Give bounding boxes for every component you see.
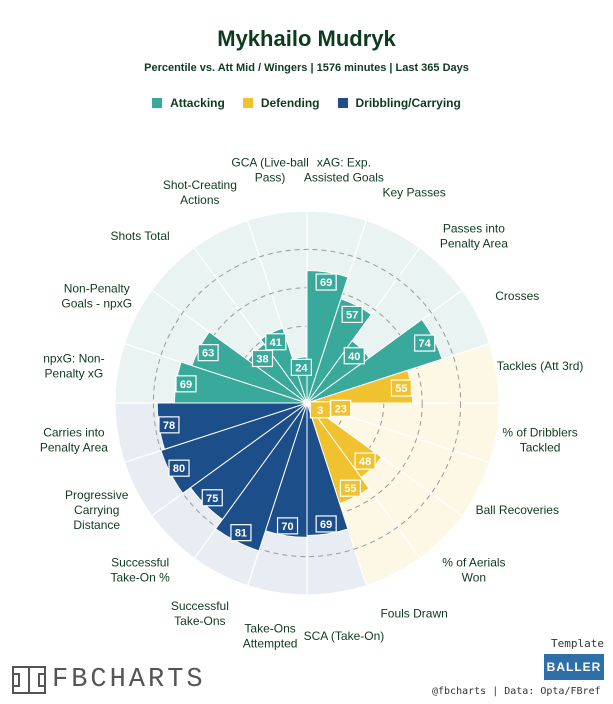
svg-text:69: 69 <box>320 519 332 531</box>
value-label-sca-take-on: 69 <box>315 515 337 533</box>
value-label-carries-into-penalty-area: 78 <box>158 416 180 434</box>
category-label-key-passes: Key Passes <box>382 186 445 200</box>
chart-title: Mykhailo Mudryk <box>217 26 396 51</box>
value-label-shot-creating-actions: 41 <box>265 333 287 351</box>
value-label-key-passes: 57 <box>341 305 363 323</box>
category-label-tackles-att-3rd: Tackles (Att 3rd) <box>497 359 584 373</box>
value-label-tackles-att-3rd: 55 <box>390 379 413 397</box>
legend-swatch-attacking <box>152 98 163 108</box>
value-label-take-ons-attempted: 70 <box>276 517 299 535</box>
sector-bg-gca-live-ball-pass <box>246 210 308 404</box>
category-label-take-ons-attempted: Take-Ons Attempted <box>243 622 298 651</box>
value-label-progressive-carrying-distance: 80 <box>168 459 190 477</box>
grid-circle-4 <box>152 248 462 558</box>
legend-item-defending: Defending <box>242 96 320 110</box>
svg-text:80: 80 <box>173 463 185 475</box>
svg-text:57: 57 <box>346 309 358 321</box>
category-label-xag-exp-assisted-goals: xAG: Exp. Assisted Goals <box>304 155 384 184</box>
category-label-carries-into-penalty-area: Carries into Penalty Area <box>40 425 108 454</box>
category-label-of-dribblers-tackled: % of Dribblers Tackled <box>502 425 577 454</box>
svg-text:69: 69 <box>180 379 192 391</box>
category-label-non-penalty-goals-npxg: Non-Penalty Goals - npxG <box>61 281 132 310</box>
bar-xag-exp-assisted-goals <box>306 270 349 404</box>
legend-label-defending: Defending <box>260 96 320 110</box>
category-label-shot-creating-actions: Shot-Creating Actions <box>163 178 237 207</box>
legend-label-dribbling: Dribbling/Carrying <box>355 96 461 110</box>
value-label-xag-exp-assisted-goals: 69 <box>315 273 337 291</box>
category-label-of-aerials-won: % of Aerials Won <box>442 555 505 584</box>
svg-text:38: 38 <box>256 353 268 365</box>
value-label-ball-recoveries: 3 <box>309 401 331 419</box>
chart-subtitle: Percentile vs. Att Mid / Wingers | 1576 … <box>144 62 469 74</box>
legend-swatch-dribbling <box>337 98 348 108</box>
value-label-of-aerials-won: 48 <box>354 452 376 470</box>
legend-swatch-defending <box>242 98 253 108</box>
category-label-fouls-drawn: Fouls Drawn <box>380 606 447 620</box>
template-badge: BALLER <box>544 654 604 680</box>
svg-text:41: 41 <box>270 337 282 349</box>
svg-text:81: 81 <box>235 528 247 540</box>
category-label-npxg-non-penalty-xg: npxG: Non-Penalty xG <box>43 352 104 381</box>
category-label-gca-live-ball-pass: GCA (Live-ball Pass) <box>231 155 308 184</box>
legend-label-attacking: Attacking <box>170 96 225 110</box>
svg-text:75: 75 <box>206 493 218 505</box>
svg-text:3: 3 <box>317 405 323 417</box>
category-label-crosses: Crosses <box>495 289 539 303</box>
svg-text:70: 70 <box>281 521 293 533</box>
legend-item-dribbling: Dribbling/Carrying <box>337 96 461 110</box>
category-label-ball-recoveries: Ball Recoveries <box>476 503 559 517</box>
value-label-shots-total: 38 <box>251 349 274 368</box>
svg-text:74: 74 <box>419 338 432 350</box>
value-label-non-penalty-goals-npxg: 63 <box>197 344 219 362</box>
value-label-npxg-non-penalty-xg: 69 <box>175 375 197 393</box>
value-label-fouls-drawn: 55 <box>339 479 361 497</box>
pitch-icon <box>12 666 46 694</box>
bar-key-passes <box>306 298 373 404</box>
value-label-passes-into-penalty-area: 40 <box>343 347 365 365</box>
value-label-crosses: 74 <box>414 334 436 352</box>
value-label-successful-take-ons: 81 <box>230 524 252 542</box>
svg-text:55: 55 <box>395 383 407 395</box>
svg-text:23: 23 <box>335 403 347 415</box>
template-label: Template <box>551 637 604 650</box>
svg-text:55: 55 <box>344 483 356 495</box>
fbcharts-logo: FBCHARTS <box>12 665 206 695</box>
category-label-successful-take-on: Successful Take-On % <box>110 555 170 584</box>
svg-text:78: 78 <box>163 420 175 432</box>
bar-successful-take-ons <box>214 402 308 552</box>
logo-text: FBCHARTS <box>52 665 206 695</box>
category-label-progressive-carrying-distance: Progressive Carrying Distance <box>65 488 129 532</box>
credits: @fbcharts | Data: Opta/FBref <box>432 686 601 697</box>
legend: Attacking Defending Dribbling/Carrying <box>0 96 613 110</box>
value-label-gca-live-ball-pass: 24 <box>290 358 312 376</box>
svg-text:48: 48 <box>359 456 371 468</box>
category-label-sca-take-on: SCA (Take-On) <box>304 629 385 643</box>
svg-text:24: 24 <box>295 362 308 374</box>
value-label-of-dribblers-tackled: 23 <box>330 399 352 417</box>
category-labels: xAG: Exp. Assisted Goals Key Passes Passes … <box>40 155 584 650</box>
category-label-successful-take-ons: Successful Take-Ons <box>171 599 229 628</box>
category-label-shots-total: Shots Total <box>111 229 170 243</box>
svg-text:40: 40 <box>348 351 360 363</box>
legend-item-attacking: Attacking <box>152 96 225 110</box>
value-label-successful-take-on: 75 <box>201 489 223 507</box>
svg-text:63: 63 <box>202 348 214 360</box>
category-label-passes-into-penalty-area: Passes into Penalty Area <box>440 222 508 251</box>
svg-text:69: 69 <box>320 277 332 289</box>
